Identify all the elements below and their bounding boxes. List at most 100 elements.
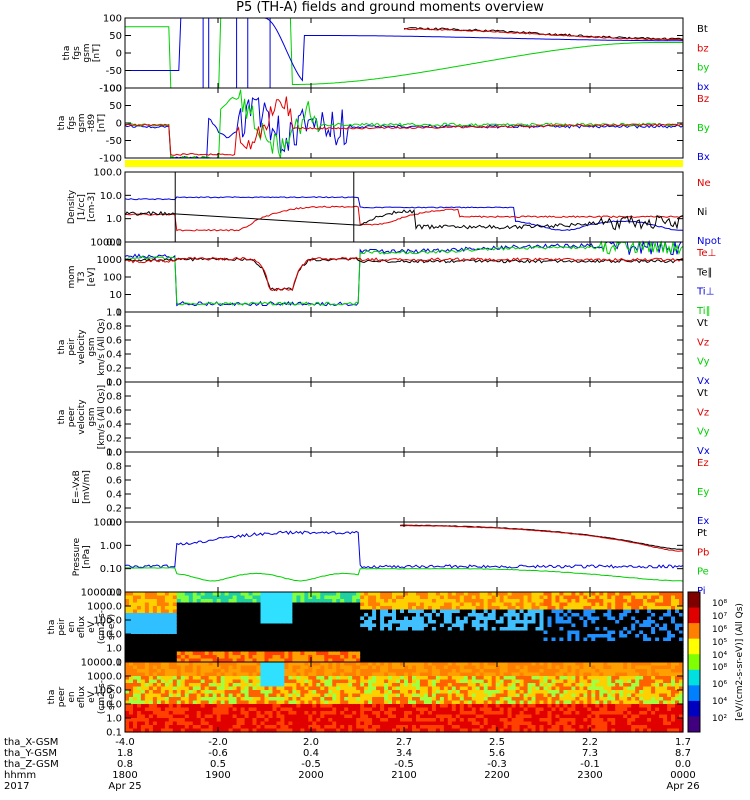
ephem-label: tha_Z-GSM [4, 759, 59, 770]
bfield-bz-line [403, 28, 683, 41]
panel-frame-peir_velocity [124, 311, 684, 383]
ytick-label-peir_spec: 100.0 [93, 616, 122, 627]
ytick-label-efield: 0.2 [106, 504, 122, 515]
colorbar-tick: 10⁴ [712, 651, 727, 661]
colorbar-tick: 10⁶ [712, 625, 727, 635]
orbit-bar [125, 160, 683, 167]
ylabel-peir_velocity: tha [57, 340, 67, 355]
legend-efield-Ey: Ey [697, 487, 709, 498]
ephem-value: 1.8 [117, 748, 133, 759]
pressure-pe-line [125, 567, 684, 582]
ephem-value: 8.7 [675, 748, 691, 759]
ytick-label-efield: 1.0 [106, 448, 122, 459]
ephem-label: 2017 [4, 781, 29, 792]
ephem-value: 2.2 [582, 737, 598, 748]
ytick-label-density: 1.0 [106, 214, 122, 225]
colorbar-tick: 10⁸ [712, 663, 727, 673]
ytick-label-efield: 0.8 [106, 462, 122, 473]
ylabel-peir_spec: peir [57, 618, 67, 636]
ytick-label-peir_velocity: 1.0 [106, 308, 122, 319]
ylabel-pressure: Pressure [72, 537, 82, 576]
legend-fgs_gsm-Bt: Bt [697, 24, 708, 35]
panel-frame-density [124, 171, 684, 243]
ylabel-peer_velocity: velocity [77, 399, 87, 435]
ytick-label-fgs_gsm_t89: 50 [109, 101, 122, 112]
ephem-value: 7.3 [582, 748, 598, 759]
colorbar-label: [eV/(cm2-s-sr-eV)] (All Qs) [735, 603, 745, 721]
legend-fgs_gsm_t89-Bx: Bx [697, 152, 710, 163]
ylabel-peer_velocity: gsm [87, 407, 97, 426]
temp-te-perp-line [124, 256, 684, 292]
legend-density-Npot: Npot [697, 236, 721, 247]
legend-peer_velocity-Vt: Vt [697, 388, 708, 399]
ephem-value: 0.8 [117, 759, 133, 770]
ytick-label-peer_velocity: 0.0 [106, 448, 122, 459]
colorbar-segment [688, 654, 700, 671]
ylabel-peir_spec: eflux [77, 615, 87, 638]
ephem-value: -0.6 [208, 748, 228, 759]
ephem-value: 0.0 [675, 759, 691, 770]
ephem-value: 2200 [484, 770, 509, 781]
ylabel-temperature: T3 [77, 271, 87, 283]
ytick-label-density: 0.1 [106, 238, 122, 249]
pressure-pb-line [399, 524, 684, 552]
ytick-label-efield: 0.4 [106, 490, 122, 501]
ylabel-peir_velocity: peir [67, 338, 77, 356]
bfield-t89-bx-line [124, 96, 684, 159]
ephem-value: -2.0 [208, 737, 228, 748]
ytick-label-temperature: 1000 [97, 255, 122, 266]
ylabel-fgs_gsm_t89: tha [57, 116, 67, 131]
ytick-label-fgs_gsm_t89: -100 [99, 154, 122, 165]
ylabel-pressure: [nPa] [82, 545, 92, 568]
ytick-label-peer_velocity: 1.0 [106, 378, 122, 389]
colorbar-segment [688, 607, 700, 624]
legend-fgs_gsm-bx: bx [697, 82, 709, 93]
colorbar-segment [688, 716, 700, 733]
ylabel-temperature: [eV] [87, 268, 97, 287]
panel-frame-temperature [124, 241, 684, 313]
legend-pressure-Pe: Pe [697, 567, 709, 578]
ephem-value: 2.5 [489, 737, 505, 748]
ephem-value: -0.1 [580, 759, 600, 770]
ylabel-peer_spec: en [67, 691, 77, 702]
pressure-pi-line [124, 530, 684, 569]
ylabel-peir_velocity: velocity [77, 329, 87, 365]
legend-temperature-Ti∥: Ti∥ [696, 306, 711, 317]
ephem-value: 0000 [670, 770, 695, 781]
ytick-label-peer_velocity: 0.8 [106, 392, 122, 403]
legend-peer_velocity-Vz: Vz [697, 407, 709, 418]
ylabel-efield: [mV/m] [82, 470, 92, 504]
ytick-label-efield: 0.0 [106, 518, 122, 529]
ytick-label-peer_spec: 1.0 [106, 714, 122, 725]
ytick-label-pressure: 0.01 [100, 588, 122, 599]
legend-fgs_gsm-by: by [697, 63, 709, 74]
legend-fgs_gsm_t89-Bz: Bz [697, 94, 709, 105]
ytick-label-peir_spec: 1.0 [106, 644, 122, 655]
ephem-value: 1.7 [675, 737, 691, 748]
ytick-label-peir_spec: 0.1 [106, 658, 122, 669]
ytick-label-peir_spec: 10000.0 [81, 588, 122, 599]
ytick-label-fgs_gsm_t89: 100 [103, 84, 122, 95]
ytick-label-peir_velocity: 0.4 [106, 350, 122, 361]
density-ne-line [124, 205, 684, 232]
legend-peir_velocity-Vx: Vx [697, 376, 710, 387]
ytick-label-peer_spec: 0.1 [106, 728, 122, 739]
legend-peer_velocity-Vy: Vy [697, 427, 710, 438]
ylabel-fgs_gsm_t89: gsm [77, 113, 87, 132]
legend-efield-Ez: Ez [697, 458, 709, 469]
ylabel-peir_velocity: km/s (All Qs) [97, 318, 107, 375]
legend-temperature-Ti⊥: Ti⊥ [696, 287, 714, 298]
legend-peer_velocity-Vx: Vx [697, 446, 710, 457]
ytick-label-temperature: 10000 [90, 238, 122, 249]
ytick-label-pressure: 10.00 [93, 518, 122, 529]
ephem-value: 1800 [112, 770, 137, 781]
ylabel-fgs_gsm_t89: -t89 [87, 114, 97, 133]
colorbar-tick: 10⁶ [712, 680, 727, 690]
ylabel-fgs_gsm: gsm [82, 43, 92, 62]
ytick-label-peer_spec: 10.0 [100, 700, 122, 711]
ytick-label-peer_spec: 1000.0 [87, 672, 122, 683]
ephem-label: hhmm [4, 770, 36, 781]
legend-pressure-Pb: Pb [697, 547, 709, 558]
